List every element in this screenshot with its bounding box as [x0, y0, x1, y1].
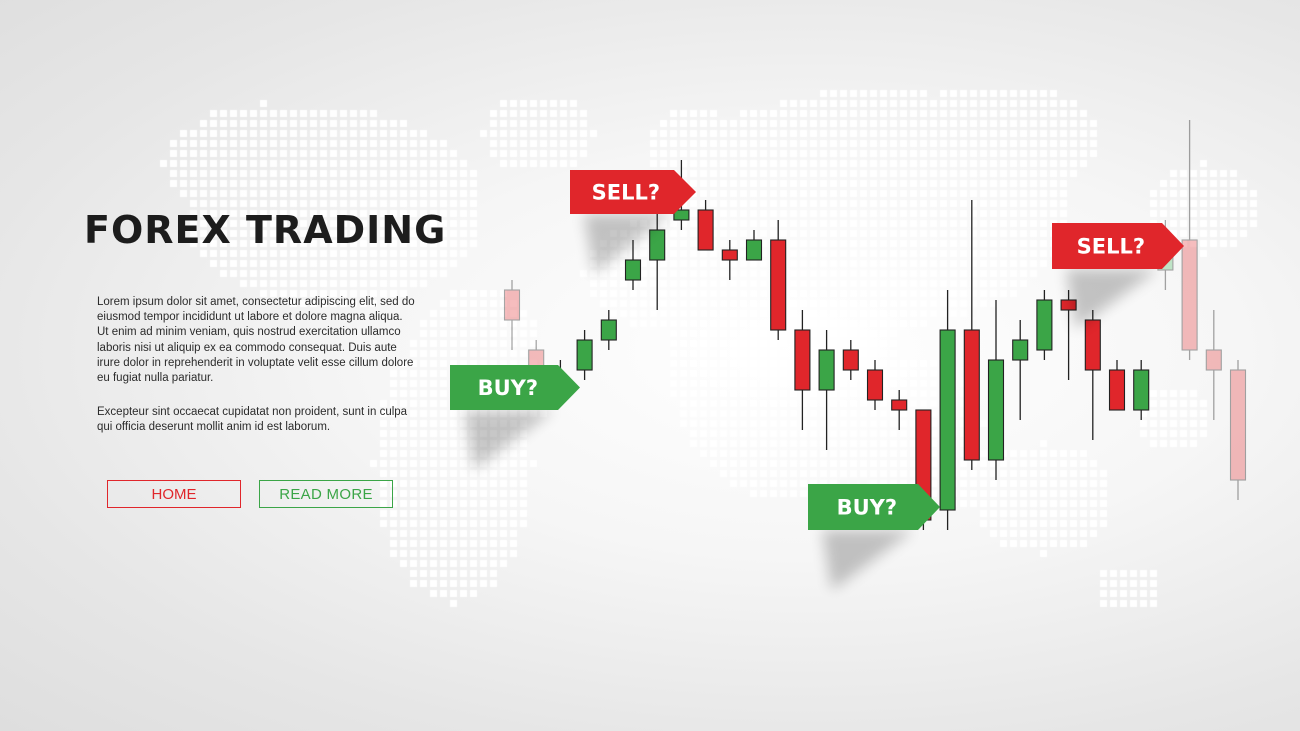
- candle-body: [673, 209, 690, 221]
- intro-paragraph: Lorem ipsum dolor sit amet, consectetur …: [97, 296, 415, 385]
- candle: [1108, 360, 1126, 411]
- tag-label: SELL?: [592, 181, 660, 205]
- candle: [1205, 310, 1222, 420]
- candle: [1229, 360, 1247, 500]
- candle-body: [939, 329, 956, 511]
- candle-body: [1181, 239, 1198, 351]
- candle: [939, 290, 956, 530]
- candle: [1012, 320, 1029, 420]
- candle: [794, 310, 811, 430]
- tag-shadow: [822, 530, 914, 590]
- page-title: FOREX TRADING: [84, 208, 447, 252]
- candle-body: [1205, 349, 1222, 371]
- candle-body: [1229, 369, 1247, 481]
- tag-shadow: [464, 410, 554, 470]
- signal-tags-layer: SELL? BUY? SELL? BUY?: [450, 170, 1184, 590]
- buy-signal-tag: BUY?: [808, 484, 940, 590]
- candle-body: [794, 329, 811, 391]
- candle-body: [770, 239, 787, 331]
- candle: [1036, 290, 1053, 360]
- secondary-paragraph: Excepteur sint occaecat cupidatat non pr…: [97, 406, 408, 434]
- candle-body: [891, 399, 908, 411]
- home-button[interactable]: HOME: [107, 480, 241, 508]
- candle-body: [987, 359, 1005, 461]
- candle-body: [963, 329, 980, 461]
- sell-signal-tag: SELL?: [1052, 223, 1184, 329]
- candle: [1181, 120, 1198, 360]
- candle: [866, 360, 884, 410]
- candle: [770, 220, 787, 340]
- candle: [697, 200, 714, 251]
- candle: [1133, 360, 1150, 420]
- candle: [624, 240, 642, 290]
- candle: [963, 200, 980, 470]
- candle-body: [721, 249, 738, 261]
- candle-body: [1133, 369, 1150, 411]
- candle: [721, 240, 738, 280]
- tag-shape: [450, 365, 580, 410]
- candle-body: [576, 339, 593, 371]
- candle-body: [1084, 319, 1101, 371]
- tag-label: BUY?: [837, 496, 897, 520]
- candle-body: [624, 259, 642, 281]
- candle: [891, 390, 908, 430]
- tag-shape: [808, 484, 940, 530]
- tag-shape: [570, 170, 696, 214]
- tag-shadow: [1066, 269, 1158, 329]
- tag-shadow: [584, 214, 670, 274]
- tag-label: SELL?: [1077, 235, 1145, 259]
- candle-body: [649, 229, 666, 261]
- read-more-button[interactable]: READ MORE: [259, 480, 393, 508]
- candle-body: [1036, 299, 1053, 351]
- candle-body: [745, 239, 763, 261]
- candle: [842, 340, 859, 380]
- candles-layer: [503, 120, 1247, 530]
- candle: [576, 330, 593, 380]
- candle: [649, 210, 666, 310]
- candle: [987, 300, 1005, 480]
- candle-body: [866, 369, 884, 401]
- buy-signal-tag: BUY?: [450, 365, 580, 470]
- candle-body: [600, 319, 617, 341]
- candle: [745, 230, 763, 261]
- candle-body: [818, 349, 835, 391]
- candle-body: [1012, 339, 1029, 361]
- tag-shape: [1052, 223, 1184, 269]
- candle: [1084, 310, 1101, 440]
- candle-body: [1108, 369, 1126, 411]
- candle-body: [842, 349, 859, 371]
- sell-signal-tag: SELL?: [570, 170, 696, 274]
- candle: [600, 310, 617, 350]
- tag-label: BUY?: [478, 376, 538, 400]
- candle-body: [697, 209, 714, 251]
- candle: [503, 280, 521, 350]
- candle-body: [503, 289, 521, 321]
- candle: [818, 330, 835, 450]
